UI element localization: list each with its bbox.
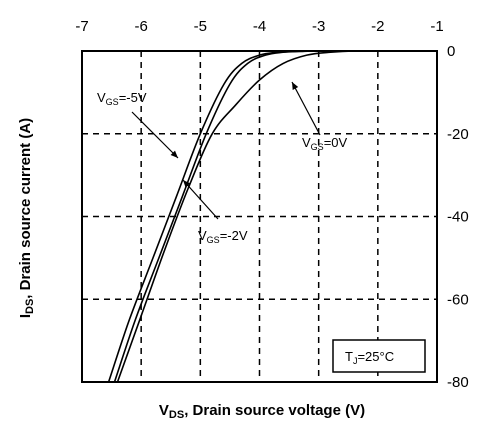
y-tick-label: -60 <box>447 291 469 308</box>
x-tick-label: -7 <box>75 18 88 35</box>
annotation-label-2: VGS=-2V <box>198 228 248 245</box>
annotation-arrow-0 <box>131 111 179 159</box>
plot-frame <box>81 50 438 383</box>
x-tick-label: -1 <box>430 18 443 35</box>
y-tick-label: -40 <box>447 209 469 226</box>
annotation-arrow-1 <box>291 81 321 136</box>
annotation-arrowhead-1 <box>292 82 299 90</box>
x-tick-label: -5 <box>194 18 207 35</box>
x-tick-label: -4 <box>253 18 266 35</box>
annotation-label-0: VGS=-5V <box>97 90 147 107</box>
series-line-2 <box>116 50 437 383</box>
annotation-arrow-2 <box>182 179 219 220</box>
y-axis-title: IDS, Drain source current (A) <box>17 118 36 318</box>
x-tick-label: -3 <box>312 18 325 35</box>
y-tick-labels: 0 -20 -40 -60 -80 <box>447 43 469 391</box>
x-tick-label: -6 <box>134 18 147 35</box>
inset-box: TJ=25°C <box>332 339 426 373</box>
y-tick-label: -80 <box>447 374 469 391</box>
annotation-label-1: VGS=0V <box>302 135 348 152</box>
x-axis-title: VDS, Drain source voltage (V) <box>159 402 365 421</box>
y-tick-label: 0 <box>447 43 455 60</box>
annotation-arrowhead-0 <box>170 150 178 158</box>
x-tick-label: -2 <box>371 18 384 35</box>
annotation-arrowhead-2 <box>183 180 191 188</box>
annotations: VGS=-5V VGS=0V VGS=-2V <box>97 81 348 245</box>
x-tick-labels: -7 -6 -5 -4 -3 -2 -1 <box>75 18 443 35</box>
y-tick-label: -20 <box>447 126 469 143</box>
inset-label: TJ=25°C <box>345 349 394 366</box>
grid <box>82 51 437 382</box>
